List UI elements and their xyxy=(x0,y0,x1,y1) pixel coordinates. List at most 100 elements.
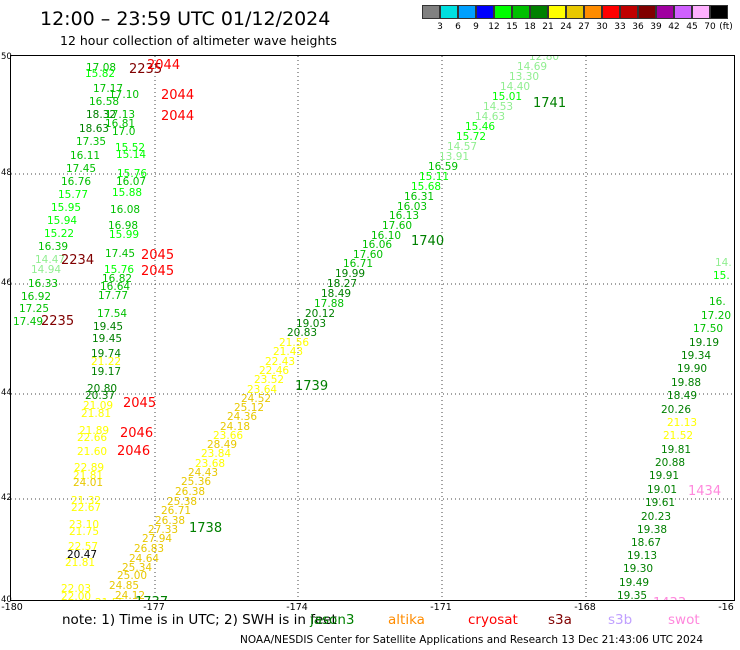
pass-time-label: 1738 xyxy=(189,521,223,536)
wave-height-value: 21.81 xyxy=(73,470,104,482)
wave-height-value: 17.13 xyxy=(105,109,136,121)
scale-swatch xyxy=(476,5,494,19)
scale-swatch xyxy=(494,5,512,19)
wave-height-value: 16.10 xyxy=(371,230,402,242)
wave-height-value: 27.94 xyxy=(142,533,173,545)
wave-height-value: 18.67 xyxy=(631,537,662,549)
wave-height-value: 27.33 xyxy=(148,524,179,536)
wave-height-value: 17.10 xyxy=(109,89,140,101)
wave-height-value: 17.35 xyxy=(76,136,107,148)
wave-height-value: 15.01 xyxy=(492,91,523,103)
wave-height-value: 16.08 xyxy=(110,204,141,216)
wave-height-value: 19.91 xyxy=(649,470,680,482)
wave-height-value: 22.03 xyxy=(61,583,92,595)
scale-value: 3 xyxy=(437,22,443,32)
wave-height-value: 23.52 xyxy=(254,374,285,386)
scale-swatch xyxy=(656,5,674,19)
wave-height-value: 17.54 xyxy=(97,308,128,320)
wave-height-value: 17.25 xyxy=(19,303,50,315)
wave-height-value: 21.52 xyxy=(663,430,694,442)
wave-height-value: 19.74 xyxy=(91,348,122,360)
wave-height-value: 18.49 xyxy=(321,288,352,300)
wave-height-value: 17.17 xyxy=(93,83,124,95)
wave-height-value: 17.45 xyxy=(66,163,97,175)
latitude-tick: 46 xyxy=(1,278,12,288)
wave-height-value: 24.36 xyxy=(227,411,258,423)
pass-time-label: 2234 xyxy=(61,253,95,268)
wave-height-value: 26.83 xyxy=(134,543,165,555)
wave-height-value: 18.49 xyxy=(667,390,698,402)
wave-height-value: 21.81 xyxy=(81,408,112,420)
wave-height-value: 16.31 xyxy=(404,191,435,203)
wave-height-value: 19.45 xyxy=(93,321,124,333)
wave-height-value: 25.34 xyxy=(122,562,153,574)
wave-height-value: 21.55 xyxy=(95,598,125,601)
wave-height-value: 16.33 xyxy=(28,278,59,290)
wave-height-value: 20.12 xyxy=(305,308,336,320)
pass-time-label: 1739 xyxy=(295,379,329,394)
wave-height-value: 22.00 xyxy=(61,591,92,601)
wave-height-value: 15.68 xyxy=(411,181,442,193)
pass-time-label: 2044 xyxy=(161,109,195,124)
wave-height-value: 22.67 xyxy=(71,502,102,514)
scale-value: 42 xyxy=(668,22,680,32)
wave-height-value: 26.38 xyxy=(175,486,206,498)
wave-height-value: 15.11 xyxy=(419,171,450,183)
satellite-s3a: s3a xyxy=(548,612,572,628)
wave-height-value: 22.89 xyxy=(74,462,105,474)
wave-height-value: 21.43 xyxy=(273,346,304,358)
wave-height-value: 25.00 xyxy=(117,570,148,582)
scale-swatch xyxy=(638,5,656,19)
scale-value: 27 xyxy=(578,22,590,32)
wave-height-value: 15.82 xyxy=(85,68,116,80)
scale-swatch xyxy=(692,5,710,19)
pass-time-label: 2235 xyxy=(129,62,163,77)
wave-height-value: 14.53 xyxy=(483,101,514,113)
wave-height-value: 15.95 xyxy=(51,202,82,214)
wave-height-value: 21.75 xyxy=(69,526,100,538)
wave-height-value: 19.99 xyxy=(335,268,366,280)
wave-height-value: 25.12 xyxy=(234,402,265,414)
wave-height-value: 15.14 xyxy=(116,149,147,161)
wave-height-value: 21.32 xyxy=(71,495,102,507)
scale-swatch xyxy=(584,5,602,19)
wave-height-value: 15.76 xyxy=(104,264,135,276)
wave-height-value: 14.94 xyxy=(31,264,62,276)
map-subtitle: 12 hour collection of altimeter wave hei… xyxy=(60,33,337,48)
latitude-tick: 42 xyxy=(1,493,12,503)
wave-height-value: 14.69 xyxy=(517,61,548,73)
wave-height-value: 21.22 xyxy=(91,356,122,368)
wave-height-value: 17.45 xyxy=(105,248,136,260)
longitude-tick: -177 xyxy=(143,602,165,613)
wave-height-value: 24.18 xyxy=(220,421,251,433)
wave-height-value: 19.17 xyxy=(91,366,122,378)
wave-height-value: 21.60 xyxy=(77,446,108,458)
wave-height-value: 17.60 xyxy=(353,249,384,261)
wave-height-value: 15.52 xyxy=(115,142,146,154)
wave-height-value: 24.64 xyxy=(129,553,160,565)
wave-height-value: 20.26 xyxy=(661,404,692,416)
pass-time-label: 2235 xyxy=(41,314,75,329)
map-title: 12:00 – 23:59 UTC 01/12/2024 xyxy=(40,8,331,30)
wave-height-value: 23.64 xyxy=(247,384,278,396)
wave-height-value: 13.30 xyxy=(509,71,540,83)
wave-height-value: 16.92 xyxy=(21,291,52,303)
wave-height-value: 12.80 xyxy=(529,55,560,63)
wave-height-value: 22.46 xyxy=(259,365,290,377)
scale-swatch xyxy=(710,5,728,19)
scale-value: 33 xyxy=(614,22,626,32)
longitude-tick: -174 xyxy=(286,602,308,613)
wave-height-value: 16.39 xyxy=(38,241,69,253)
wave-height-value: 15.94 xyxy=(47,215,78,227)
wave-height-value: 16.03 xyxy=(397,201,428,213)
wave-height-value: 16.81 xyxy=(105,118,136,130)
scale-value: 15 xyxy=(506,22,518,32)
longitude-tick: -180 xyxy=(1,602,23,613)
wave-height-value: 19.49 xyxy=(619,577,650,589)
wave-height-value: 20.83 xyxy=(287,327,318,339)
wave-height-value: 26.71 xyxy=(161,505,192,517)
wave-height-value: 16.76 xyxy=(61,176,92,188)
wave-height-value: 14.63 xyxy=(475,111,506,123)
wave-height-value: 17.50 xyxy=(693,323,724,335)
latitude-tick: 44 xyxy=(1,388,12,398)
